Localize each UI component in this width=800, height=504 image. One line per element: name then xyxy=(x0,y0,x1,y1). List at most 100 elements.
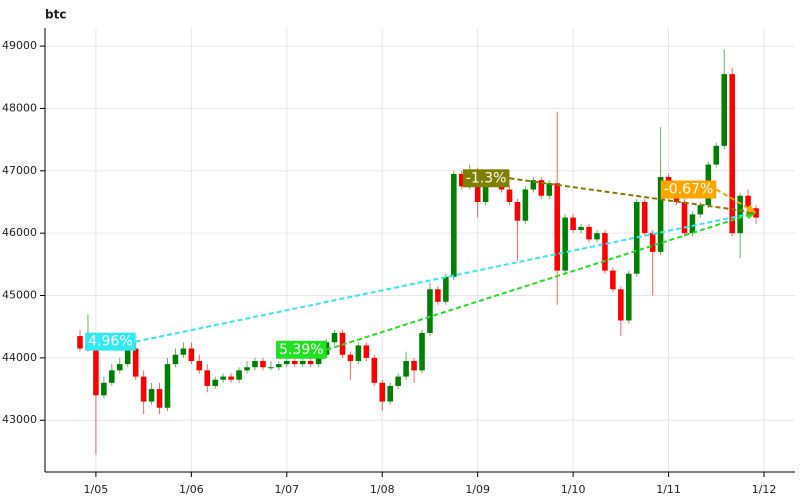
candle-body xyxy=(395,376,401,386)
candle-body xyxy=(299,361,306,365)
candle-body xyxy=(673,195,680,202)
candle-body xyxy=(212,379,218,386)
candle-body xyxy=(268,367,274,369)
candle-body xyxy=(554,183,560,271)
candle-body xyxy=(109,370,115,383)
annotation-label: -1.3% xyxy=(462,169,510,188)
candle-body xyxy=(355,345,362,361)
annotation-arrow xyxy=(326,211,757,351)
candle-body xyxy=(260,361,266,368)
candle-body xyxy=(116,364,123,371)
x-tick-label: 1/06 xyxy=(179,483,204,496)
x-tick-label: 1/11 xyxy=(656,483,681,496)
annotation-label: -0.67% xyxy=(660,180,717,199)
candle-body xyxy=(618,289,624,321)
candle-body xyxy=(435,289,441,302)
annotation-text: -1.3% xyxy=(466,170,507,186)
candle-body xyxy=(443,276,449,302)
x-tick-label: 1/07 xyxy=(274,483,299,496)
candle-body xyxy=(546,183,553,196)
candle-body xyxy=(180,348,187,355)
candle-body xyxy=(363,345,370,358)
candle-body xyxy=(371,357,378,383)
candle-body xyxy=(633,201,640,274)
candle-body xyxy=(156,389,163,408)
y-tick-label: 46000 xyxy=(2,226,37,239)
y-tick-label: 48000 xyxy=(2,101,37,114)
candle-body xyxy=(379,382,386,402)
candle-body xyxy=(220,376,226,380)
candle-body xyxy=(506,189,513,202)
candle-body xyxy=(641,201,648,234)
candle-body xyxy=(164,364,171,408)
candle-body xyxy=(148,389,155,402)
candle-body xyxy=(307,361,314,365)
candle-body xyxy=(586,226,592,240)
candle-body xyxy=(284,361,290,365)
y-tick-label: 49000 xyxy=(2,39,37,52)
candle-body xyxy=(681,201,688,234)
label-box xyxy=(276,340,327,359)
candle-body xyxy=(530,180,537,190)
candle-body xyxy=(538,180,545,196)
candle-body xyxy=(276,364,282,368)
candle-body xyxy=(745,195,751,209)
candle-body xyxy=(451,173,457,277)
candle-body xyxy=(403,361,409,377)
candle-body xyxy=(411,361,417,371)
candle-body xyxy=(721,74,728,146)
candle-body xyxy=(331,332,338,343)
candle-body xyxy=(196,361,203,371)
y-tick-label: 47000 xyxy=(2,164,37,177)
y-tick-label: 43000 xyxy=(2,413,37,426)
candle-body xyxy=(236,370,242,380)
label-box xyxy=(85,332,136,351)
candle-body xyxy=(578,226,584,231)
annotation-arrow xyxy=(135,211,757,343)
candle-body xyxy=(697,205,704,215)
x-tick-label: 1/09 xyxy=(465,483,490,496)
annotation-text: 5.39% xyxy=(279,342,323,358)
candle-body xyxy=(482,183,489,202)
arrow-head xyxy=(746,204,757,213)
candle-body xyxy=(458,173,465,187)
candle-body xyxy=(172,354,179,365)
candle-body xyxy=(77,336,83,349)
candle-body xyxy=(228,376,234,380)
annotation-text: -0.67% xyxy=(664,182,714,198)
candle-body xyxy=(291,361,298,365)
y-tick-label: 44000 xyxy=(2,351,37,364)
y-tick-label: 45000 xyxy=(2,289,37,302)
candle-body xyxy=(315,354,322,365)
candle-body xyxy=(594,233,600,240)
candle-body xyxy=(689,214,696,234)
candle-body xyxy=(570,217,576,231)
candle-body xyxy=(101,382,107,396)
x-tick-label: 1/10 xyxy=(561,483,586,496)
candle-body xyxy=(387,385,393,402)
label-box xyxy=(462,169,510,188)
candle-body xyxy=(188,348,195,361)
annotation-label: 4.96% xyxy=(85,332,136,351)
candle-body xyxy=(737,195,743,234)
candle-body xyxy=(610,270,616,290)
candle-body xyxy=(132,348,139,377)
candle-body xyxy=(657,177,664,252)
candle-body xyxy=(252,361,258,368)
candle-body xyxy=(124,348,131,365)
candle-body xyxy=(93,345,99,396)
candle-body xyxy=(713,145,720,165)
candle-body xyxy=(204,370,211,386)
candle-body xyxy=(514,201,521,221)
candle-body xyxy=(562,217,568,271)
candle-body xyxy=(419,332,425,371)
x-tick-label: 1/08 xyxy=(370,483,395,496)
annotation-text: 4.96% xyxy=(88,334,132,350)
x-tick-label: 1/05 xyxy=(84,483,109,496)
candle-body xyxy=(729,74,735,234)
candle-body xyxy=(140,376,147,402)
annotation-arrow xyxy=(509,177,757,214)
candle-body xyxy=(522,189,529,221)
candle-body xyxy=(649,233,656,252)
